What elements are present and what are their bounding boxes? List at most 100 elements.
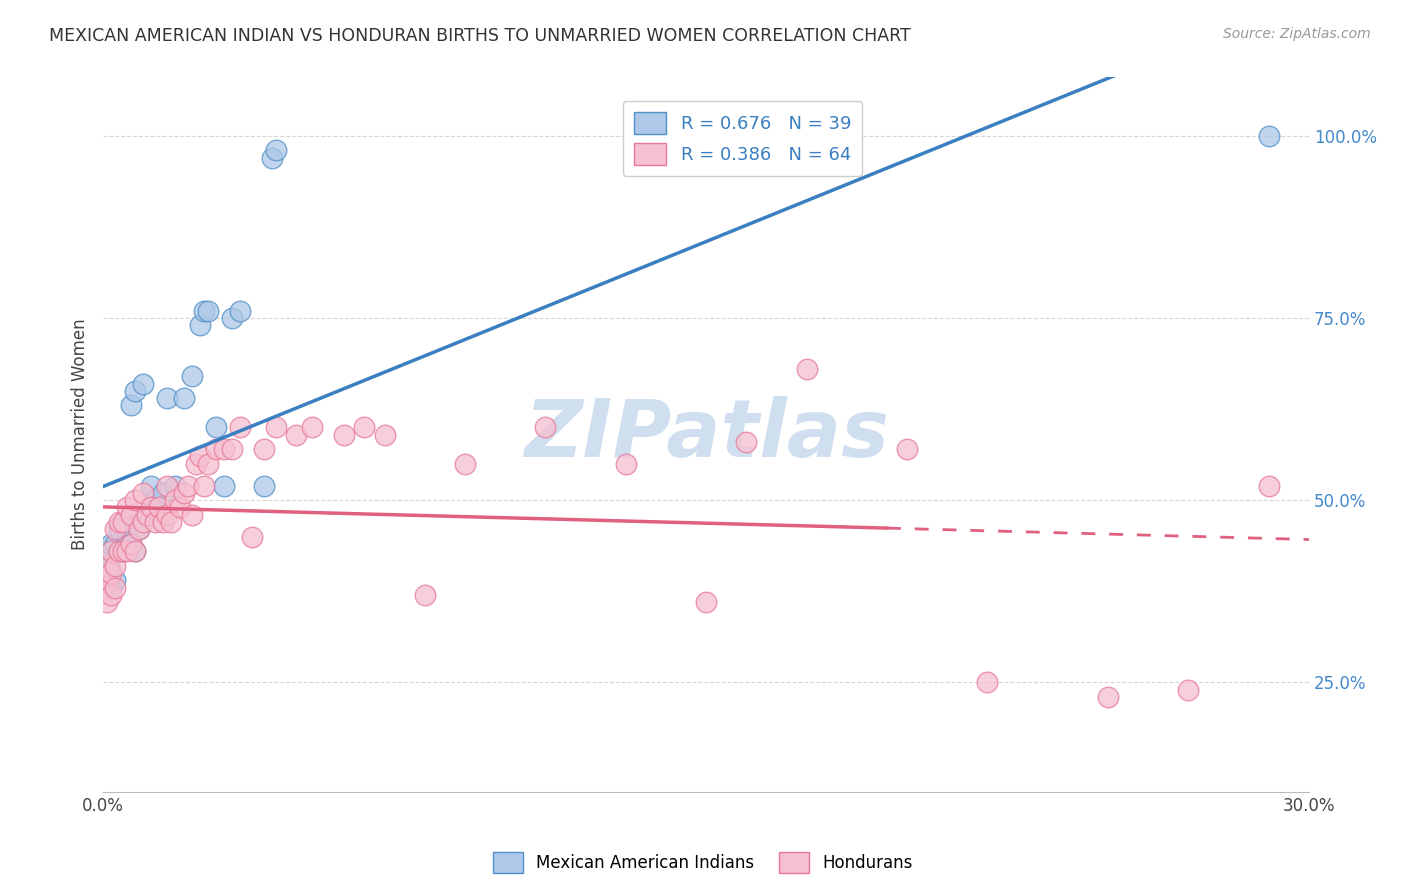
Point (120, 508, 142, 522)
Legend: R = 0.676   N = 39, R = 0.386   N = 64: R = 0.676 N = 39, R = 0.386 N = 64 (623, 101, 862, 176)
Point (104, 574, 127, 588)
Point (141, 478, 163, 492)
Point (204, 442, 226, 457)
Point (301, 420, 323, 434)
Point (94, 551, 117, 566)
Point (1097, 690, 1119, 704)
Point (100, 537, 122, 551)
Point (212, 442, 235, 457)
Point (169, 500, 191, 515)
Point (117, 530, 139, 544)
Point (112, 515, 135, 529)
Point (212, 478, 235, 492)
Point (333, 427, 356, 442)
Text: Source: ZipAtlas.com: Source: ZipAtlas.com (1223, 27, 1371, 41)
Point (165, 493, 187, 508)
Point (896, 442, 918, 457)
Point (253, 442, 276, 457)
Point (264, 420, 287, 434)
Point (128, 522, 150, 536)
Point (173, 391, 195, 405)
Point (173, 486, 195, 500)
Point (1257, 128, 1279, 143)
Point (221, 442, 243, 457)
Point (1177, 682, 1199, 697)
Point (120, 537, 142, 551)
Point (100, 581, 122, 595)
Point (96, 566, 118, 580)
Point (1257, 478, 1279, 492)
Point (108, 522, 131, 536)
Point (156, 391, 179, 405)
Point (534, 420, 557, 434)
Point (124, 384, 146, 398)
Point (124, 544, 146, 558)
Point (112, 515, 135, 529)
Point (124, 544, 146, 558)
Legend: Mexican American Indians, Hondurans: Mexican American Indians, Hondurans (486, 846, 920, 880)
Point (100, 544, 122, 558)
Point (148, 500, 170, 515)
Point (112, 544, 135, 558)
Point (104, 558, 127, 573)
Point (229, 303, 252, 318)
Point (253, 478, 276, 492)
Point (94, 581, 117, 595)
Point (796, 362, 818, 376)
Point (156, 478, 179, 492)
Text: ZIPatlas: ZIPatlas (523, 395, 889, 474)
Point (104, 522, 127, 536)
Point (108, 544, 131, 558)
Point (136, 508, 159, 522)
Point (104, 581, 127, 595)
Point (188, 450, 211, 464)
Point (614, 457, 637, 471)
Point (112, 544, 135, 558)
Point (145, 493, 167, 508)
Point (156, 508, 179, 522)
Point (197, 303, 219, 318)
Point (104, 537, 127, 551)
Point (96, 574, 118, 588)
Point (695, 595, 717, 609)
Point (221, 310, 243, 325)
Point (152, 486, 174, 500)
Point (373, 427, 395, 442)
Point (100, 588, 122, 602)
Point (165, 478, 187, 492)
Point (100, 544, 122, 558)
Point (735, 434, 758, 449)
Point (229, 420, 252, 434)
Point (117, 544, 139, 558)
Point (176, 478, 198, 492)
Point (285, 427, 308, 442)
Point (96, 595, 118, 609)
Point (260, 151, 283, 165)
Point (197, 457, 219, 471)
Text: MEXICAN AMERICAN INDIAN VS HONDURAN BIRTHS TO UNMARRIED WOMEN CORRELATION CHART: MEXICAN AMERICAN INDIAN VS HONDURAN BIRT… (49, 27, 911, 45)
Point (96, 544, 118, 558)
Point (184, 457, 207, 471)
Point (108, 544, 131, 558)
Point (204, 420, 226, 434)
Point (240, 530, 263, 544)
Point (141, 500, 163, 515)
Point (193, 478, 215, 492)
Point (976, 675, 998, 690)
Point (128, 522, 150, 536)
Point (132, 486, 155, 500)
Point (180, 369, 202, 384)
Point (180, 508, 202, 522)
Point (120, 537, 142, 551)
Point (413, 588, 436, 602)
Point (124, 493, 146, 508)
Point (188, 318, 211, 333)
Point (454, 457, 477, 471)
Point (117, 500, 139, 515)
Point (132, 376, 155, 391)
Point (152, 515, 174, 529)
Point (136, 508, 159, 522)
Point (264, 144, 287, 158)
Point (160, 515, 183, 529)
Point (96, 558, 118, 573)
